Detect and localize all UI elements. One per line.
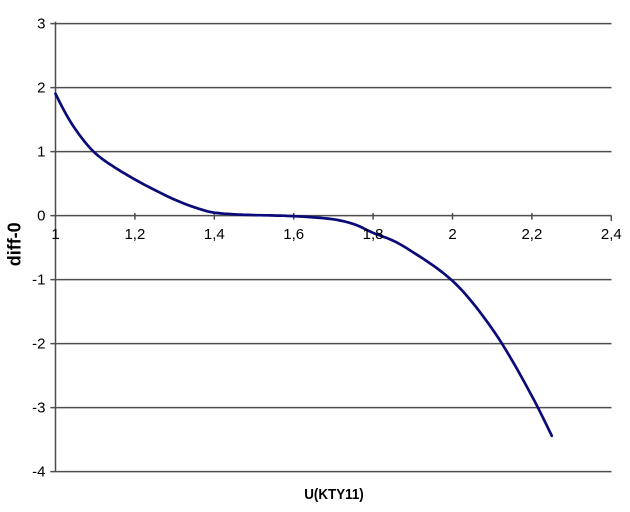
svg-text:1,4: 1,4 — [204, 226, 225, 243]
svg-text:1,6: 1,6 — [283, 226, 304, 243]
svg-text:2: 2 — [37, 80, 45, 97]
svg-text:-1: -1 — [32, 272, 45, 289]
svg-text:1,8: 1,8 — [363, 226, 384, 243]
svg-text:2,2: 2,2 — [521, 226, 542, 243]
svg-text:U(KTY11): U(KTY11) — [304, 487, 364, 503]
svg-text:2,4: 2,4 — [601, 226, 622, 243]
svg-text:-2: -2 — [32, 336, 45, 353]
svg-text:1,2: 1,2 — [124, 226, 145, 243]
svg-text:-4: -4 — [32, 464, 45, 481]
svg-text:0: 0 — [37, 208, 45, 225]
svg-text:3: 3 — [37, 16, 45, 33]
svg-text:2: 2 — [448, 226, 456, 243]
svg-text:diff-0: diff-0 — [5, 222, 25, 266]
svg-text:1: 1 — [51, 226, 59, 243]
svg-text:1: 1 — [37, 144, 45, 161]
svg-text:-3: -3 — [32, 400, 45, 417]
